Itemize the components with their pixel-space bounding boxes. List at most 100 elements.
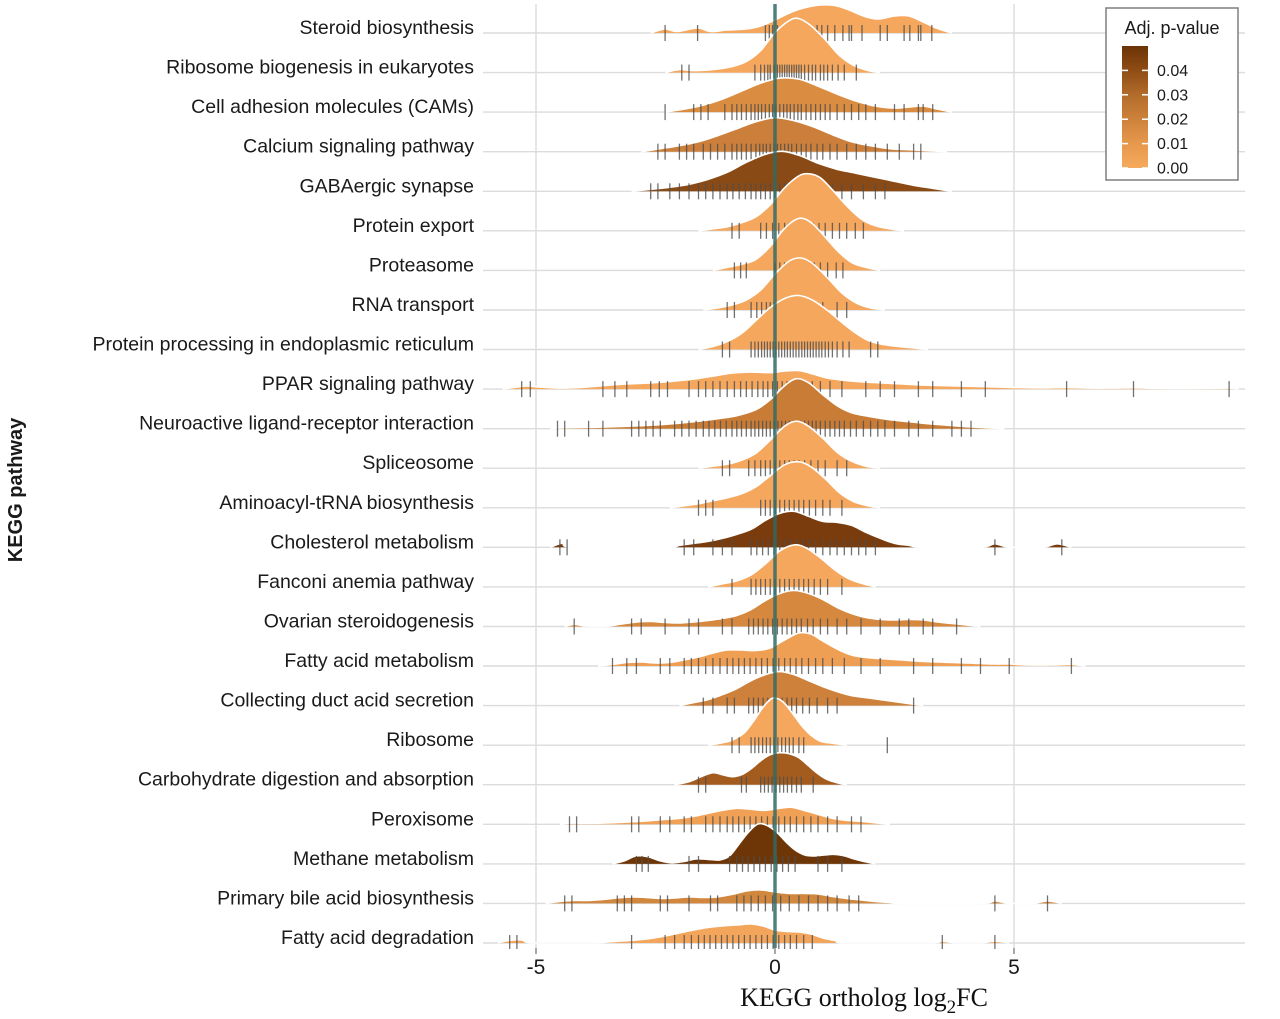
legend: Adj. p-value 0.04 0.03 0.02 0.01 0.00: [1105, 7, 1239, 181]
pathway-ridge: [545, 889, 1062, 912]
pathway-label: RNA transport: [352, 294, 475, 316]
density-outline: [550, 377, 1005, 430]
pathway-ridge: [502, 369, 1239, 398]
pathway-label: Primary bile acid biosynthesis: [217, 887, 474, 909]
density-area: [703, 257, 885, 310]
pathway-label: Aminoacyl-tRNA biosynthesis: [219, 492, 474, 514]
pathway-label: Methane metabolism: [293, 848, 474, 870]
y-axis-title: KEGG pathway: [5, 417, 27, 562]
density-outline: [545, 889, 1062, 905]
density-outline: [664, 77, 953, 113]
legend-gradient-bar: [1122, 46, 1148, 168]
pathway-label: Fatty acid metabolism: [284, 650, 474, 672]
density-area: [612, 823, 876, 864]
pathway-ridge: [550, 510, 1072, 556]
pathway-label: Fatty acid degradation: [281, 927, 474, 949]
density-area: [708, 697, 847, 746]
pathway-label: Fanconi anemia pathway: [257, 571, 474, 593]
x-axis: -5 0 5: [527, 948, 1020, 979]
density-area: [598, 632, 1086, 666]
pathway-label: Cell adhesion molecules (CAMs): [191, 96, 474, 118]
density-area: [502, 370, 1239, 390]
pathway-label: Ribosome biogenesis in eukaryotes: [166, 57, 474, 79]
pathway-label: PPAR signaling pathway: [262, 373, 474, 395]
pathway-label: Collecting duct acid secretion: [220, 690, 474, 712]
density-outline: [650, 3, 953, 34]
legend-tick-label: 0.00: [1157, 161, 1188, 178]
rug-marks: [664, 104, 934, 121]
rug-marks: [635, 855, 843, 872]
x-tick-label: 0: [769, 956, 781, 979]
legend-tick-label: 0.02: [1157, 112, 1188, 129]
pathway-ridge: [707, 697, 888, 754]
density-area: [641, 117, 948, 152]
pathway-ridge: [598, 631, 1086, 674]
density-area: [679, 671, 924, 706]
pathway-labels: Steroid biosynthesis Ribosome biogenesis …: [92, 17, 474, 949]
rug-marks: [731, 737, 888, 754]
pathway-ridge: [698, 294, 929, 358]
pathway-label: Ribosome: [386, 729, 474, 751]
pathway-label: Spliceosome: [362, 452, 474, 474]
density-outline: [564, 589, 981, 628]
pathway-label: Cholesterol metabolism: [270, 531, 474, 553]
density-outline: [703, 257, 886, 311]
density-area: [712, 218, 881, 271]
density-area: [665, 18, 881, 73]
x-tick-label: 5: [1008, 956, 1020, 979]
density-outline: [707, 697, 847, 746]
density-outline: [641, 116, 948, 153]
density-outline: [598, 631, 1086, 667]
rug-marks: [568, 816, 862, 833]
density-outline: [712, 217, 881, 272]
pathway-ridge: [612, 822, 876, 872]
density-outline: [664, 17, 881, 74]
x-axis-title: KEGG ortholog log2FC: [740, 983, 988, 1018]
pathway-label: Peroxisome: [371, 808, 474, 830]
density-outline: [497, 923, 1010, 944]
pathway-label: Calcium signaling pathway: [243, 136, 474, 158]
pathway-ridge: [559, 806, 890, 833]
density-outline: [674, 751, 847, 786]
density-area: [564, 590, 981, 627]
density-area: [698, 173, 905, 231]
density-area: [631, 151, 952, 192]
density-area: [665, 77, 952, 113]
pathway-label: Carbohydrate digestion and absorption: [138, 769, 474, 791]
density-outline: [631, 150, 953, 193]
rug-marks: [564, 895, 1049, 912]
pathway-label: Steroid biosynthesis: [299, 17, 474, 39]
pathway-ridge: [497, 923, 1010, 949]
pathway-label: GABAergic synapse: [299, 175, 474, 197]
pathway-ridge: [664, 77, 953, 121]
legend-tick-label: 0.03: [1157, 87, 1188, 104]
density-area: [698, 421, 881, 469]
rug-marks: [721, 341, 879, 358]
legend-title: Adj. p-value: [1124, 18, 1219, 38]
pathway-ridge: [564, 589, 981, 635]
rug-marks: [509, 935, 996, 949]
density-outline: [612, 822, 876, 865]
density-area: [550, 511, 1072, 548]
density-area: [497, 923, 1010, 943]
density-area: [545, 889, 1062, 904]
ridges: [497, 3, 1239, 949]
rug-marks: [664, 25, 933, 41]
density-outline: [698, 420, 881, 469]
pathway-label: Protein processing in endoplasmic reticu…: [92, 334, 474, 356]
pathway-label: Neuroactive ligand-receptor interaction: [139, 413, 474, 435]
density-area: [550, 378, 1005, 429]
rug-marks: [573, 618, 958, 635]
pathway-label: Proteasome: [369, 254, 474, 276]
density-outline: [698, 172, 905, 232]
density-outline: [707, 543, 876, 588]
density-area: [698, 295, 928, 350]
rug-marks: [611, 658, 1073, 674]
x-tick-label: -5: [527, 956, 546, 979]
density-outline: [679, 670, 924, 707]
pathway-label: Protein export: [353, 215, 475, 237]
legend-tick-label: 0.04: [1157, 63, 1188, 80]
